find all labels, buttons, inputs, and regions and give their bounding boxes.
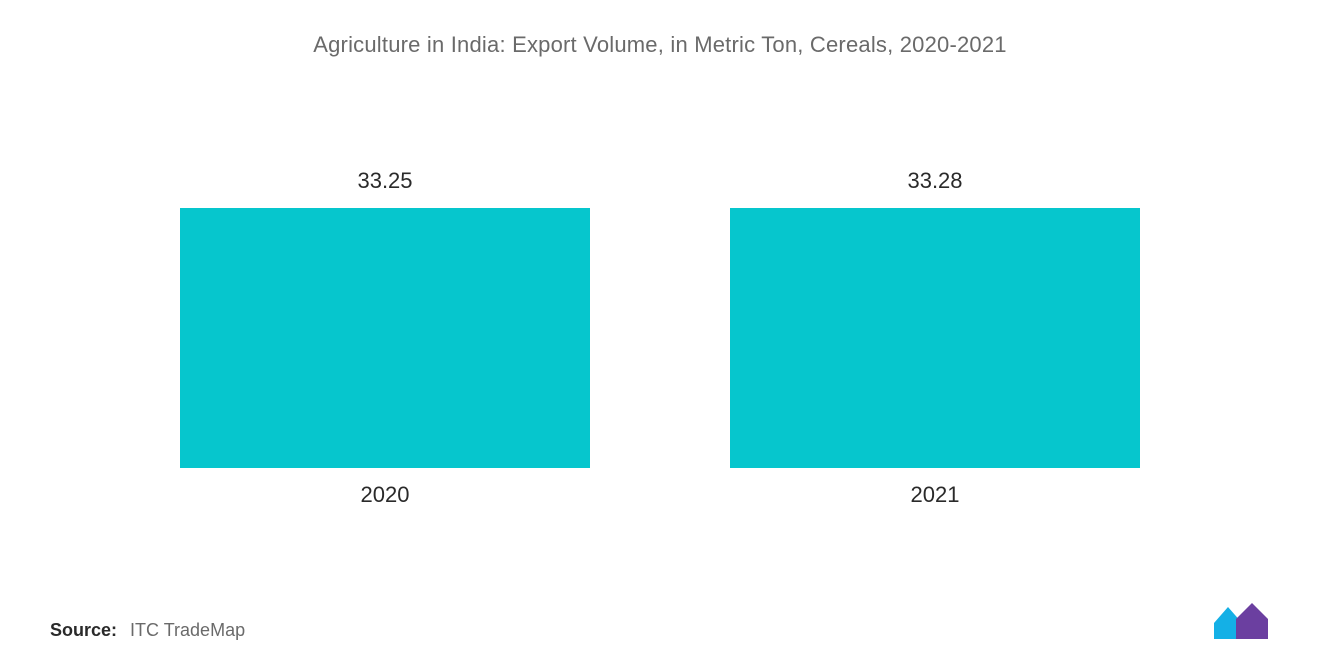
bar-group-2020: 33.25 2020: [180, 168, 590, 508]
bar-2021: [730, 208, 1140, 468]
bar-category-label: 2020: [361, 482, 410, 508]
chart-container: Agriculture in India: Export Volume, in …: [0, 0, 1320, 665]
bar-value-label: 33.28: [907, 168, 962, 194]
bar-2020: [180, 208, 590, 468]
chart-footer: Source: ITC TradeMap: [50, 603, 1270, 641]
bar-value-label: 33.25: [357, 168, 412, 194]
plot-area: 33.25 2020 33.28 2021: [50, 168, 1270, 508]
source-line: Source: ITC TradeMap: [50, 620, 245, 641]
source-text: ITC TradeMap: [130, 620, 245, 640]
bar-category-label: 2021: [911, 482, 960, 508]
chart-title: Agriculture in India: Export Volume, in …: [50, 32, 1270, 58]
source-label: Source:: [50, 620, 117, 640]
brand-logo-icon: [1212, 603, 1270, 641]
bar-group-2021: 33.28 2021: [730, 168, 1140, 508]
